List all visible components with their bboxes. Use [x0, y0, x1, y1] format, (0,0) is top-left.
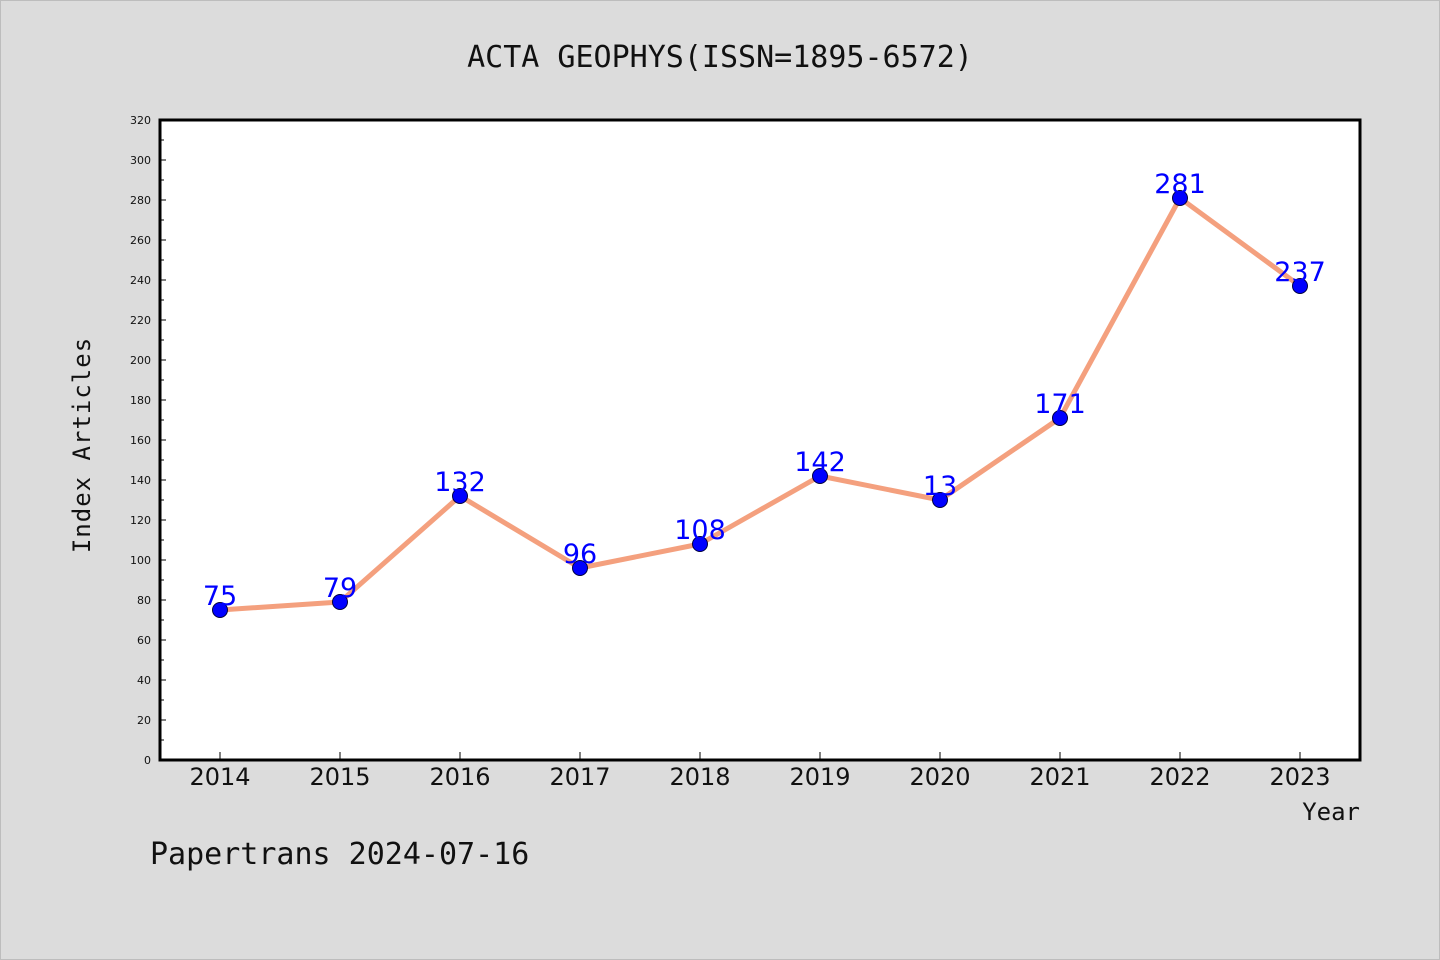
data-point	[1172, 190, 1188, 206]
y-tick-label: 320	[130, 114, 151, 127]
x-tick-label: 2016	[429, 763, 490, 791]
y-tick-label: 120	[130, 514, 151, 527]
y-tick-label: 80	[137, 594, 151, 607]
y-tick-label: 100	[130, 554, 151, 567]
data-point	[1292, 278, 1308, 294]
chart-title: ACTA GEOPHYS(ISSN=1895-6572)	[467, 40, 973, 75]
x-tick-label: 2019	[789, 763, 850, 791]
y-axis: 0 20 40 60 80 100 120 140 160 180 200 220 240 260 280 3…	[130, 114, 166, 767]
data-point	[452, 488, 468, 504]
data-label: 96	[563, 539, 597, 570]
y-tick-label: 180	[130, 394, 151, 407]
x-tick-label: 2022	[1149, 763, 1210, 791]
data-label: 237	[1274, 257, 1326, 288]
plot-area	[158, 118, 1362, 762]
data-point	[812, 468, 828, 484]
data-label: 108	[674, 515, 726, 546]
x-tick-label: 2014	[189, 763, 250, 791]
data-point	[572, 560, 588, 576]
y-axis-label: Index Articles	[68, 337, 96, 553]
data-point	[332, 594, 348, 610]
x-tick-label: 2018	[669, 763, 730, 791]
y-tick-label: 140	[130, 474, 151, 487]
y-tick-label: 40	[137, 674, 151, 687]
data-label: 79	[323, 573, 357, 604]
x-tick-label: 2020	[909, 763, 970, 791]
data-point	[212, 602, 228, 618]
y-tick-label: 260	[130, 234, 151, 247]
y-tick-label: 300	[130, 154, 151, 167]
y-tick-label: 220	[130, 314, 151, 327]
data-label: 281	[1154, 169, 1206, 200]
data-label: 75	[203, 581, 237, 612]
y-tick-label: 240	[130, 274, 151, 287]
data-point	[1052, 410, 1068, 426]
y-tick-label: 200	[130, 354, 151, 367]
y-tick-label: 160	[130, 434, 151, 447]
y-tick-label: 60	[137, 634, 151, 647]
series-line	[219, 195, 1302, 613]
y-tick-label: 0	[144, 754, 151, 767]
data-label: 132	[434, 467, 486, 498]
series-layer: 75 79 132 96 108 142 13 171 281 237	[203, 169, 1326, 618]
y-tick-label: 280	[130, 194, 151, 207]
x-axis-label: Year	[1302, 798, 1360, 826]
x-tick-label: 2023	[1269, 763, 1330, 791]
data-label: 171	[1034, 389, 1086, 420]
x-axis: 2014 2015 2016 2017 2018 2019 2020 2021 2022 2023	[189, 752, 1331, 791]
data-label: 142	[794, 447, 846, 478]
data-label: 13	[923, 471, 957, 502]
data-point	[692, 536, 708, 552]
y-tick-label: 20	[137, 714, 151, 727]
footer-text: Papertrans 2024-07-16	[150, 837, 529, 872]
x-tick-label: 2017	[549, 763, 610, 791]
x-tick-label: 2015	[309, 763, 370, 791]
x-tick-label: 2021	[1029, 763, 1090, 791]
data-point	[932, 492, 948, 508]
